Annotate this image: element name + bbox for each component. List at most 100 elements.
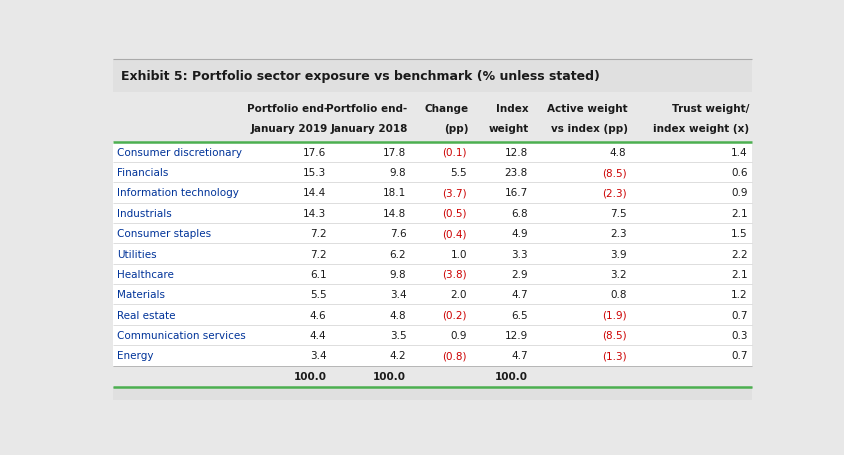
- Bar: [113, 305, 752, 325]
- Text: 2.3: 2.3: [610, 229, 626, 238]
- Text: Real estate: Real estate: [117, 310, 176, 320]
- Text: 0.6: 0.6: [732, 168, 748, 177]
- Text: 3.3: 3.3: [511, 249, 528, 259]
- Bar: [113, 325, 752, 345]
- Text: weight: weight: [489, 123, 529, 133]
- Text: (0.4): (0.4): [442, 229, 467, 238]
- Text: 14.3: 14.3: [303, 208, 327, 218]
- Text: January 2019: January 2019: [251, 123, 327, 133]
- Text: 0.8: 0.8: [610, 289, 626, 299]
- Bar: [113, 345, 752, 366]
- Text: 12.9: 12.9: [505, 330, 528, 340]
- Text: Utilities: Utilities: [117, 249, 157, 259]
- Text: 100.0: 100.0: [495, 372, 528, 382]
- Text: (3.8): (3.8): [442, 269, 467, 279]
- Text: 4.8: 4.8: [610, 147, 626, 157]
- Text: 6.5: 6.5: [511, 310, 528, 320]
- Text: Materials: Materials: [117, 289, 165, 299]
- Text: Exhibit 5: Portfolio sector exposure vs benchmark (% unless stated): Exhibit 5: Portfolio sector exposure vs …: [122, 70, 600, 83]
- Text: 5.5: 5.5: [310, 289, 327, 299]
- Text: Trust weight/: Trust weight/: [672, 104, 749, 114]
- Text: 3.4: 3.4: [310, 350, 327, 360]
- Text: index weight (x): index weight (x): [653, 123, 749, 133]
- Text: 17.6: 17.6: [303, 147, 327, 157]
- Text: 6.1: 6.1: [310, 269, 327, 279]
- Text: 7.6: 7.6: [390, 229, 406, 238]
- Text: 7.5: 7.5: [610, 208, 626, 218]
- Text: 14.8: 14.8: [383, 208, 406, 218]
- Text: Portfolio end-: Portfolio end-: [327, 104, 408, 114]
- Text: (pp): (pp): [444, 123, 468, 133]
- Text: 5.5: 5.5: [451, 168, 467, 177]
- Text: 2.9: 2.9: [511, 269, 528, 279]
- Text: 100.0: 100.0: [373, 372, 406, 382]
- Bar: [113, 244, 752, 264]
- Text: 4.7: 4.7: [511, 350, 528, 360]
- Bar: [113, 203, 752, 223]
- Text: Information technology: Information technology: [117, 188, 239, 198]
- Text: 7.2: 7.2: [310, 229, 327, 238]
- Text: 1.0: 1.0: [451, 249, 467, 259]
- Text: (0.8): (0.8): [442, 350, 467, 360]
- Bar: [113, 93, 752, 142]
- Bar: [113, 223, 752, 244]
- Text: (2.3): (2.3): [602, 188, 626, 198]
- Text: 6.8: 6.8: [511, 208, 528, 218]
- Text: 2.1: 2.1: [731, 269, 748, 279]
- Text: (1.3): (1.3): [602, 350, 626, 360]
- Text: Index: Index: [496, 104, 529, 114]
- Text: 3.9: 3.9: [610, 249, 626, 259]
- Text: 0.3: 0.3: [732, 330, 748, 340]
- Text: January 2018: January 2018: [330, 123, 408, 133]
- Text: 9.8: 9.8: [390, 168, 406, 177]
- Text: 1.4: 1.4: [731, 147, 748, 157]
- Text: 4.9: 4.9: [511, 229, 528, 238]
- Text: vs index (pp): vs index (pp): [551, 123, 628, 133]
- Text: 4.6: 4.6: [310, 310, 327, 320]
- Text: (1.9): (1.9): [602, 310, 626, 320]
- Text: 0.7: 0.7: [732, 350, 748, 360]
- Text: 1.5: 1.5: [731, 229, 748, 238]
- Text: Financials: Financials: [117, 168, 169, 177]
- Text: Portfolio end-: Portfolio end-: [246, 104, 327, 114]
- Bar: [113, 60, 752, 93]
- Text: 1.2: 1.2: [731, 289, 748, 299]
- Text: (0.5): (0.5): [442, 208, 467, 218]
- Text: 4.8: 4.8: [390, 310, 406, 320]
- Bar: [113, 183, 752, 203]
- Text: 17.8: 17.8: [383, 147, 406, 157]
- Text: 4.2: 4.2: [390, 350, 406, 360]
- Text: 9.8: 9.8: [390, 269, 406, 279]
- Text: 0.9: 0.9: [732, 188, 748, 198]
- Text: Communication services: Communication services: [117, 330, 246, 340]
- Bar: [113, 264, 752, 284]
- Text: (0.2): (0.2): [442, 310, 467, 320]
- Text: Consumer staples: Consumer staples: [117, 229, 211, 238]
- Text: 2.0: 2.0: [451, 289, 467, 299]
- Text: 4.4: 4.4: [310, 330, 327, 340]
- Text: 15.3: 15.3: [303, 168, 327, 177]
- Text: Healthcare: Healthcare: [117, 269, 174, 279]
- Text: (8.5): (8.5): [602, 330, 626, 340]
- Text: 16.7: 16.7: [505, 188, 528, 198]
- Bar: [113, 366, 752, 388]
- Text: (8.5): (8.5): [602, 168, 626, 177]
- Text: 4.7: 4.7: [511, 289, 528, 299]
- Text: 7.2: 7.2: [310, 249, 327, 259]
- Text: 0.9: 0.9: [451, 330, 467, 340]
- Text: 2.2: 2.2: [731, 249, 748, 259]
- Bar: [113, 284, 752, 305]
- Text: Energy: Energy: [117, 350, 154, 360]
- Text: 6.2: 6.2: [390, 249, 406, 259]
- Text: Active weight: Active weight: [547, 104, 628, 114]
- Text: 18.1: 18.1: [383, 188, 406, 198]
- Text: Consumer discretionary: Consumer discretionary: [117, 147, 242, 157]
- Text: (0.1): (0.1): [442, 147, 467, 157]
- Bar: [113, 162, 752, 183]
- Text: 2.1: 2.1: [731, 208, 748, 218]
- Text: Industrials: Industrials: [117, 208, 172, 218]
- Text: Change: Change: [425, 104, 468, 114]
- Text: (3.7): (3.7): [442, 188, 467, 198]
- Text: 100.0: 100.0: [294, 372, 327, 382]
- Text: 3.5: 3.5: [390, 330, 406, 340]
